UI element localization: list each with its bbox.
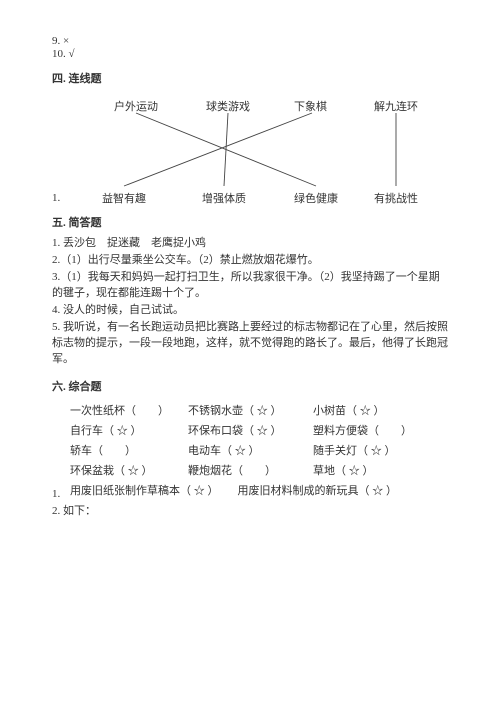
grid-cell: 一次性纸杯（ ） [70, 402, 188, 418]
table-row: 用废旧纸张制作草稿本（ ☆ ） 用废旧材料制成的新玩具（ ☆ ） [70, 482, 448, 498]
diagram-top-label: 解九连环 [374, 98, 418, 114]
s5-item: 4. 没人的时候，自己试试。 [52, 303, 448, 319]
answer-10: 10. √ [52, 48, 448, 60]
diagram-top-label: 下象棋 [294, 98, 327, 114]
page: 9. × 10. √ 四. 连线题 户外运动 球类游戏 下象棋 解九连环益智有趣 增强体… [0, 0, 500, 540]
section6-grid: 一次性纸杯（ ） 不锈钢水壶（ ☆ ） 小树苗（ ☆ ） 自行车（ ☆ ） 环保… [70, 402, 448, 498]
section-4-title: 四. 连线题 [52, 70, 448, 86]
grid-cell: 鞭炮烟花（ ） [188, 462, 313, 478]
diagram-top-label: 户外运动 [114, 98, 158, 114]
diagram-bottom-label: 有挑战性 [374, 190, 418, 206]
grid-cell: 轿车（ ） [70, 442, 188, 458]
section-6-title: 六. 综合题 [52, 378, 448, 394]
diagram-bottom-label: 增强体质 [202, 190, 246, 206]
diagram-bottom-label: 绿色健康 [294, 190, 338, 206]
table-row: 一次性纸杯（ ） 不锈钢水壶（ ☆ ） 小树苗（ ☆ ） [70, 402, 448, 418]
table-row: 自行车（ ☆ ） 环保布口袋（ ☆ ） 塑料方便袋（ ） [70, 422, 448, 438]
grid-cell: 环保布口袋（ ☆ ） [188, 422, 313, 438]
grid-cell: 自行车（ ☆ ） [70, 422, 188, 438]
grid-cell: 小树苗（ ☆ ） [313, 402, 423, 418]
grid-cell: 用废旧纸张制作草稿本（ ☆ ） [70, 482, 237, 498]
answer-9: 9. × [52, 35, 448, 47]
diagram-bottom-label: 益智有趣 [102, 190, 146, 206]
s6-item2: 2. 如下： [52, 504, 448, 520]
grid-cell: 不锈钢水壶（ ☆ ） [188, 402, 313, 418]
diagram-top-label: 球类游戏 [206, 98, 250, 114]
s5-item: 5. 我听说，有一名长跑运动员把比赛路上要经过的标志物都记在了心里，然后按照标志… [52, 320, 448, 368]
table-row: 环保盆栽（ ☆ ） 鞭炮烟花（ ） 草地（ ☆ ） [70, 462, 448, 478]
s5-item: 3.（1）我每天和妈妈一起打扫卫生，所以我家很干净。（2）我坚持踢了一个星期的毽… [52, 270, 448, 302]
matching-diagram: 户外运动 球类游戏 下象棋 解九连环益智有趣 增强体质 绿色健康 有挑战性 [84, 98, 424, 208]
s5-item: 2.（1）出行尽量乘坐公交车。（2）禁止燃放烟花爆竹。 [52, 253, 448, 269]
section-5-title: 五. 简答题 [52, 214, 448, 230]
grid-cell: 随手关灯（ ☆ ） [313, 442, 423, 458]
section-5-body: 1. 丢沙包 捉迷藏 老鹰捉小鸡 2.（1）出行尽量乘坐公交车。（2）禁止燃放烟… [52, 236, 448, 368]
grid-cell: 塑料方便袋（ ） [313, 422, 423, 438]
grid-cell: 草地（ ☆ ） [313, 462, 423, 478]
grid-cell: 环保盆栽（ ☆ ） [70, 462, 188, 478]
table-row: 轿车（ ） 电动车（ ☆ ） 随手关灯（ ☆ ） [70, 442, 448, 458]
grid-cell: 用废旧材料制成的新玩具（ ☆ ） [237, 482, 448, 498]
s5-item: 1. 丢沙包 捉迷藏 老鹰捉小鸡 [52, 236, 448, 252]
grid-cell: 电动车（ ☆ ） [188, 442, 313, 458]
